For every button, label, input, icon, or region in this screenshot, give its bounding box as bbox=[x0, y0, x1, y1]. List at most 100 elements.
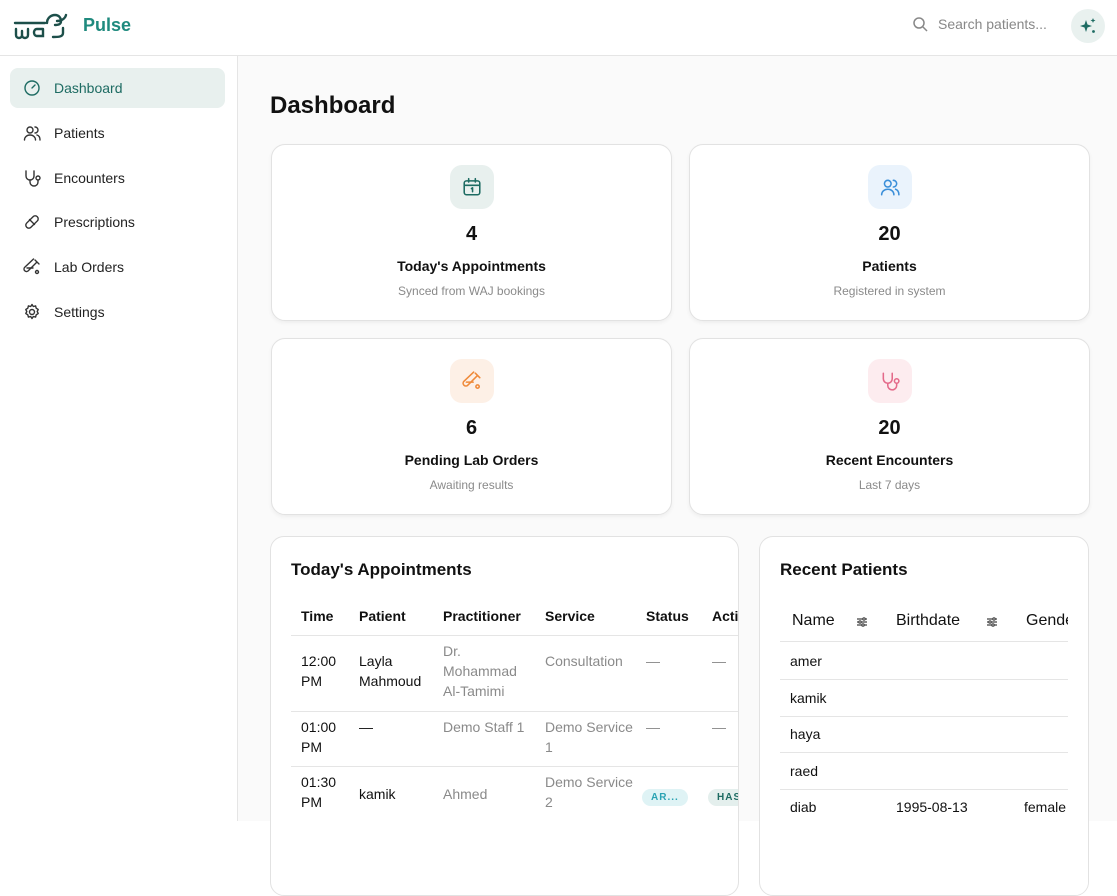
sidebar-item-dashboard[interactable]: Dashboard bbox=[10, 68, 225, 108]
sidebar-item-label: Settings bbox=[54, 304, 105, 320]
top-header: Pulse Search patients... bbox=[0, 0, 1117, 56]
cell-actions: — bbox=[712, 653, 726, 669]
users-icon bbox=[23, 126, 41, 141]
stat-card[interactable]: 4 Today's Appointments Synced from WAJ boo… bbox=[271, 144, 672, 321]
sidebar-item-label: Dashboard bbox=[54, 80, 123, 96]
sidebar-item-encounters[interactable]: Encounters bbox=[10, 158, 225, 198]
stat-icon-badge bbox=[867, 165, 912, 209]
pill-icon bbox=[25, 215, 39, 230]
cell-status: — bbox=[646, 719, 660, 735]
ai-assistant-button[interactable] bbox=[1071, 9, 1105, 43]
column-header[interactable]: Status bbox=[646, 608, 689, 624]
column-header[interactable]: Service bbox=[545, 608, 595, 624]
cell-time: 12:00 PM bbox=[301, 653, 337, 689]
sidebar-item-label: Lab Orders bbox=[54, 259, 125, 276]
stat-card[interactable]: 20 Patients Registered in system bbox=[689, 144, 1090, 321]
name-filter[interactable] bbox=[856, 615, 868, 633]
stat-label: Patients bbox=[862, 258, 917, 274]
sidebar-item-patients[interactable]: Patients bbox=[10, 113, 225, 153]
birthdate-filter[interactable] bbox=[986, 615, 998, 633]
cell-patient: — bbox=[359, 719, 373, 735]
cell-practitioner: Ahmed bbox=[443, 786, 488, 802]
column-header[interactable]: Birthdate bbox=[896, 612, 961, 629]
sidebar-item-prescriptions[interactable]: Prescriptions bbox=[10, 202, 225, 242]
cell-status: — bbox=[646, 653, 660, 669]
search-input[interactable]: Search patients... bbox=[938, 16, 1047, 32]
cell-birthdate: 1995-08-13 bbox=[896, 799, 968, 816]
stat-value: 20 bbox=[878, 417, 901, 439]
sidebar-item-label: Patients bbox=[54, 124, 105, 141]
cell-practitioner: Dr. Mohammad Al-Tamimi bbox=[443, 643, 517, 699]
cell-patient: kamik bbox=[359, 786, 396, 802]
table-clip bbox=[1068, 597, 1088, 895]
stat-card[interactable]: 20 Recent Encounters Last 7 days bbox=[689, 338, 1090, 515]
divider bbox=[291, 635, 738, 636]
cell-service: Demo Service 1 bbox=[545, 719, 633, 755]
waj-logo[interactable] bbox=[13, 12, 69, 49]
stat-label: Today's Appointments bbox=[397, 258, 546, 274]
gear-icon bbox=[25, 303, 39, 320]
column-header[interactable]: Name bbox=[792, 612, 835, 629]
stat-icon-badge bbox=[449, 165, 494, 209]
brand-name: Pulse bbox=[83, 15, 132, 35]
stat-label: Pending Lab Orders bbox=[404, 452, 539, 468]
cell-time: 01:30 PM bbox=[301, 774, 337, 810]
stat-subtitle: Last 7 days bbox=[858, 478, 921, 492]
sparkles-icon bbox=[1080, 18, 1096, 33]
row-divider bbox=[291, 766, 738, 767]
appointments-panel: Today's Appointments Time Patient Practiti… bbox=[270, 536, 739, 896]
sidebar: Dashboard Patients Encounters Prescriptions… bbox=[0, 56, 238, 821]
cell-practitioner: Demo Staff 1 bbox=[443, 719, 525, 735]
calendar-icon bbox=[462, 177, 481, 196]
row-divider bbox=[780, 752, 1068, 754]
row-divider bbox=[780, 679, 1068, 680]
sidebar-item-lab-orders[interactable]: Lab Orders bbox=[10, 247, 225, 287]
main-content: Dashboard 4 Today's Appointments Synced fr… bbox=[238, 56, 1117, 896]
test-tube-icon bbox=[23, 258, 40, 275]
cell-actions: — bbox=[712, 719, 726, 735]
sidebar-item-label: Encounters bbox=[54, 169, 125, 186]
column-header[interactable]: Actions bbox=[712, 608, 739, 624]
stat-icon-badge bbox=[449, 359, 494, 403]
test-tube-icon bbox=[461, 371, 481, 389]
search-icon bbox=[913, 17, 928, 32]
stat-value: 4 bbox=[465, 223, 478, 245]
cell-name[interactable]: amer bbox=[790, 653, 822, 669]
status-badge[interactable]: HAS bbox=[708, 789, 738, 806]
sidebar-item-label: Prescriptions bbox=[54, 214, 135, 231]
column-header[interactable]: Time bbox=[301, 608, 334, 624]
filter-icon[interactable] bbox=[986, 616, 998, 628]
column-header[interactable]: Gender bbox=[1026, 612, 1080, 629]
cell-service: Demo Service 2 bbox=[545, 774, 633, 810]
stat-card[interactable]: 6 Pending Lab Orders Awaiting results bbox=[271, 338, 672, 515]
search-box[interactable]: Search patients... bbox=[912, 16, 1047, 32]
stat-subtitle: Awaiting results bbox=[429, 478, 514, 492]
recent-patients-title: Recent Patients bbox=[780, 560, 908, 579]
gauge-icon bbox=[24, 80, 40, 96]
page-title: Dashboard bbox=[270, 92, 396, 119]
row-divider bbox=[780, 788, 1068, 790]
filter-icon[interactable] bbox=[856, 616, 868, 628]
stat-subtitle: Registered in system bbox=[833, 284, 946, 298]
divider bbox=[780, 641, 1068, 642]
column-header[interactable]: Practitioner bbox=[443, 608, 521, 624]
stat-value: 20 bbox=[878, 223, 901, 245]
row-divider bbox=[291, 711, 738, 712]
stat-label: Recent Encounters bbox=[825, 452, 954, 468]
cell-name[interactable]: kamik bbox=[790, 689, 827, 706]
cell-service: Consultation bbox=[545, 653, 623, 669]
status-badge[interactable]: AR... bbox=[642, 789, 688, 806]
row-divider bbox=[780, 715, 1068, 717]
stethoscope-icon bbox=[25, 169, 41, 187]
stat-subtitle: Synced from WAJ bookings bbox=[398, 284, 545, 298]
cell-patient: Layla Mahmoud bbox=[359, 653, 422, 689]
users-icon bbox=[880, 179, 900, 196]
column-header[interactable]: Patient bbox=[359, 608, 406, 624]
stethoscope-icon bbox=[882, 372, 900, 391]
appointments-title: Today's Appointments bbox=[291, 560, 472, 579]
recent-patients-panel: Recent Patients Name Birthdate Gender amer k… bbox=[759, 536, 1089, 896]
cell-name[interactable]: diab bbox=[790, 799, 817, 816]
cell-name[interactable]: haya bbox=[790, 726, 821, 743]
sidebar-item-settings[interactable]: Settings bbox=[10, 292, 225, 332]
cell-name[interactable]: raed bbox=[790, 762, 819, 779]
